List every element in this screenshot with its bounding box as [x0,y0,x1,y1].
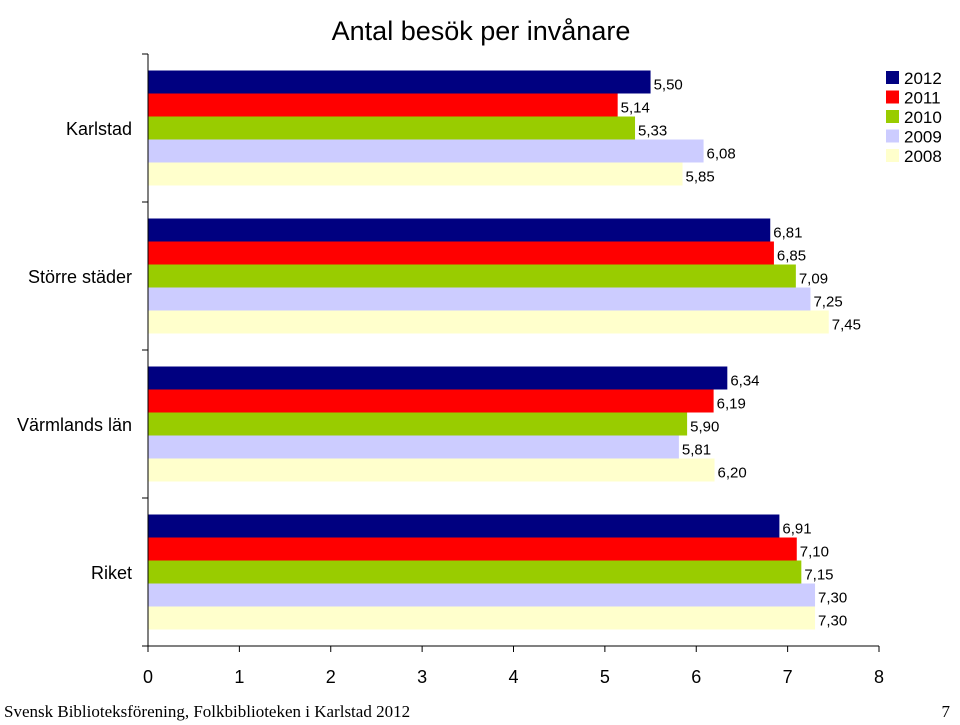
bar-chart: Antal besök per invånare 5,505,14 5,33 6,0… [17,16,942,687]
data-label: 7,45 [832,317,861,334]
data-label: 5,85 [686,169,715,186]
bar [148,116,636,140]
data-label: 6,85 [777,248,806,265]
x-tick-label: 4 [508,667,518,687]
x-tick-label: 8 [874,667,884,687]
category-labels-group: Karlstad Större städer Värmlands län Riket [17,119,132,583]
bar [148,606,816,630]
data-label: 6,34 [730,373,759,390]
bar [148,583,816,607]
data-label: 7,30 [818,613,847,630]
data-label: 6,81 [773,225,802,242]
chart-title: Antal besök per invånare [332,16,631,46]
bar [148,435,679,459]
bar [148,218,771,242]
bar [148,412,688,436]
category-label: Riket [91,563,132,583]
data-label: 7,10 [800,544,829,561]
bar [148,264,796,288]
category-label: Karlstad [66,119,132,139]
x-tick-label: 2 [326,667,336,687]
bar [148,389,714,413]
legend-swatch [886,129,899,143]
data-label: 6,08 [707,146,736,163]
legend-label: 2010 [904,108,942,127]
bars-group [148,70,829,630]
x-tick-label: 1 [234,667,244,687]
data-label: 7,15 [804,567,833,584]
data-label: 6,91 [782,521,811,538]
data-label: 5,14 [621,100,650,117]
bar [148,241,774,265]
footer: Svensk Biblioteksförening, Folkbibliotek… [0,700,960,725]
bar [148,70,651,94]
value-labels-group: 5,505,14 5,33 6,08 5,85 6,81 6,85 7,09 7,25 7,45… [621,77,861,630]
legend-swatch [886,110,899,123]
page-number: 7 [941,702,951,721]
category-label: Värmlands län [17,415,132,435]
bar [148,139,704,163]
data-label: 6,20 [718,465,747,482]
category-label: Större städer [28,267,132,287]
data-label: 6,19 [717,396,746,413]
data-label: 5,81 [682,442,711,459]
bar [148,366,728,390]
x-tick-label: 0 [143,667,153,687]
data-label: 7,30 [818,590,847,607]
axes-group: 0 1 2 3 4 5 6 7 8 [142,53,884,687]
bar [148,458,715,482]
bar [148,287,811,311]
legend-label: 2011 [904,89,941,108]
bar [148,560,802,584]
x-tick-label: 5 [600,667,610,687]
data-label: 5,33 [638,123,667,140]
x-tick-label: 7 [783,667,793,687]
bar [148,537,797,561]
legend-swatch [886,71,899,84]
bar [148,514,780,538]
data-label: 7,25 [813,294,842,311]
data-label: 5,50 [654,77,683,94]
legend-label: 2012 [904,69,942,88]
legend-swatch [886,149,899,162]
legend-label: 2009 [904,128,942,147]
legend-swatch [886,90,899,104]
data-label: 7,09 [799,271,828,288]
bar [148,93,618,117]
x-tick-label: 3 [417,667,427,687]
legend-label: 2008 [904,147,942,166]
bar [148,162,683,186]
data-label: 5,90 [690,419,719,436]
x-tick-label: 6 [691,667,701,687]
footer-text: Svensk Biblioteksförening, Folkbibliotek… [4,702,411,721]
bar [148,310,829,334]
